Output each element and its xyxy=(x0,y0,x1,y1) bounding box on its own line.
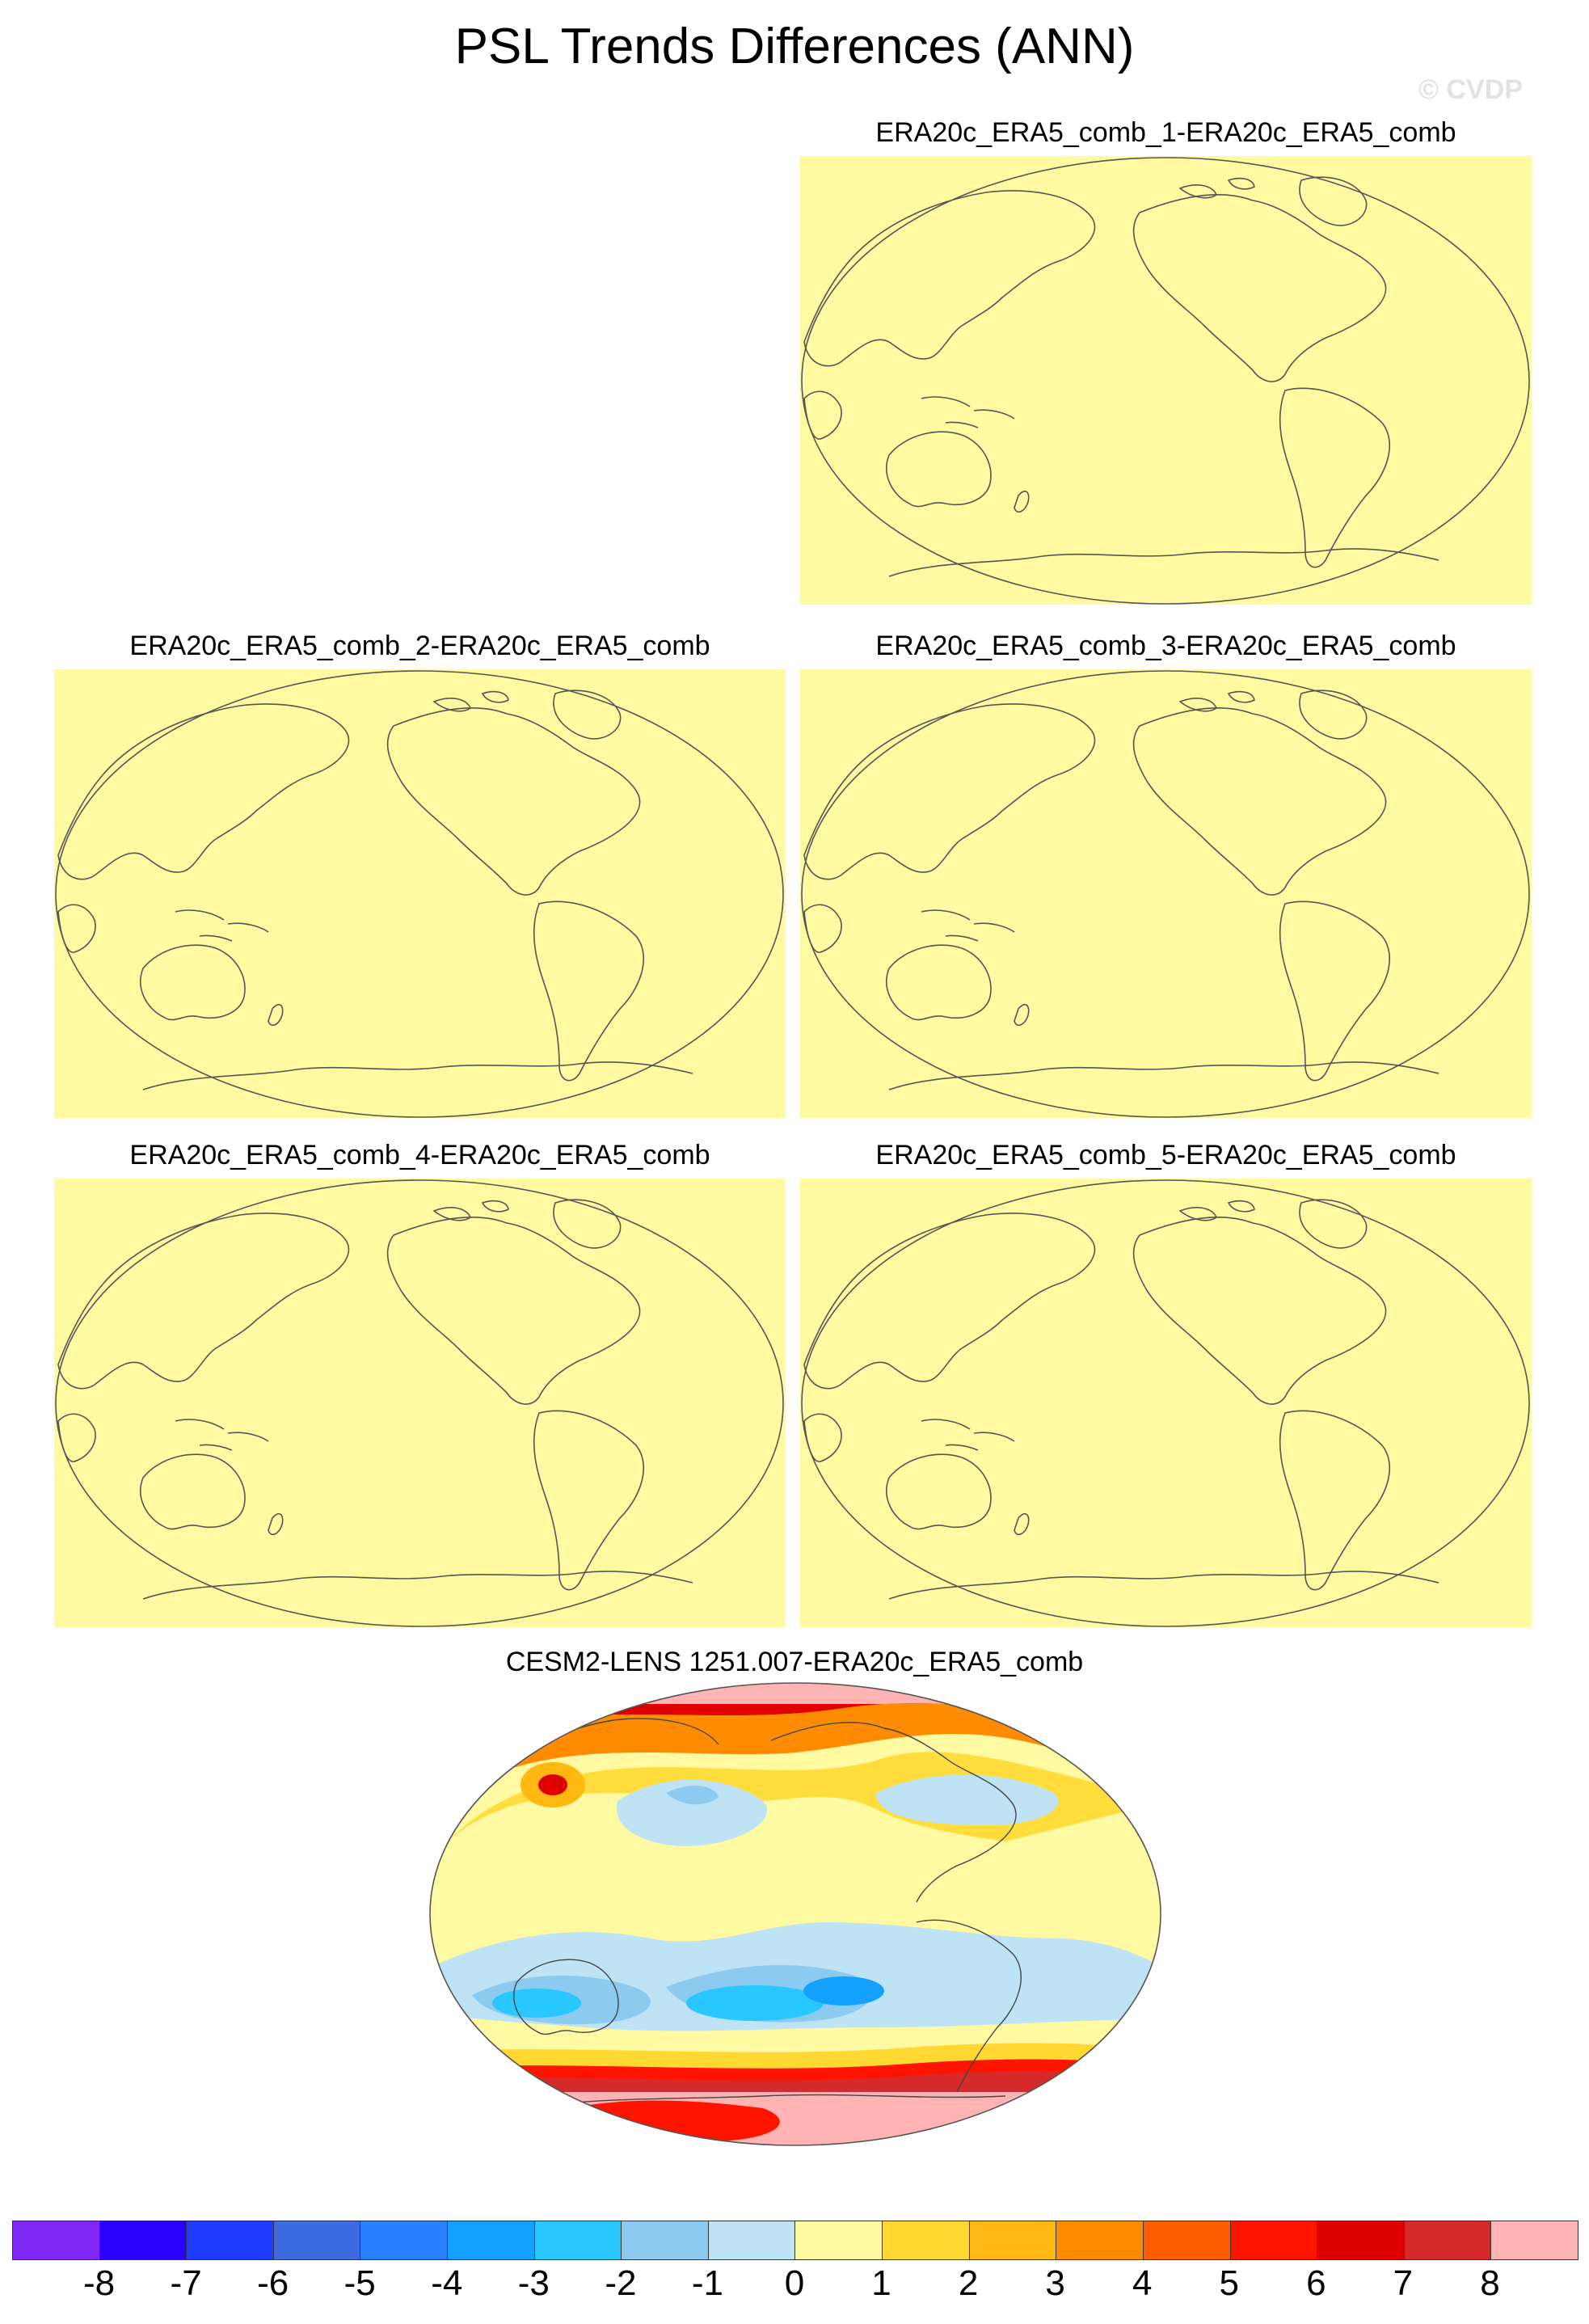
colorbar-box xyxy=(883,2221,970,2259)
colorbar-box xyxy=(708,2221,796,2259)
colorbar-box xyxy=(1404,2221,1492,2259)
panel-2-title: ERA20c_ERA5_comb_2-ERA20c_ERA5_comb xyxy=(129,631,710,661)
colorbar-box xyxy=(1056,2221,1144,2259)
bottom-panel-map xyxy=(424,1680,1167,2149)
world-map-outline xyxy=(801,670,1530,1118)
colorbar-tick-label: 2 xyxy=(958,2263,979,2303)
colorbar-tick-label: 7 xyxy=(1393,2263,1414,2303)
colorbar-tick-label: 1 xyxy=(871,2263,891,2303)
panel-5-map xyxy=(800,1179,1532,1627)
colorbar-box xyxy=(187,2221,274,2259)
colorbar-tick-label: -3 xyxy=(517,2263,550,2303)
panel-2-map xyxy=(54,669,786,1118)
panel-3-title: ERA20c_ERA5_comb_3-ERA20c_ERA5_comb xyxy=(875,631,1456,661)
colorbar-tick-label: 8 xyxy=(1480,2263,1500,2303)
colorbar-box xyxy=(448,2221,535,2259)
colorbar-box xyxy=(1317,2221,1405,2259)
colorbar-box xyxy=(273,2221,361,2259)
panel-4-title: ERA20c_ERA5_comb_4-ERA20c_ERA5_comb xyxy=(129,1140,710,1170)
colorbar xyxy=(12,2221,1578,2260)
world-map-outline xyxy=(55,670,784,1118)
panel-1-title: ERA20c_ERA5_comb_1-ERA20c_ERA5_comb xyxy=(875,117,1456,148)
bottom-panel-title: CESM2-LENS 1251.007-ERA20c_ERA5_comb xyxy=(505,1647,1084,1677)
world-map-outline xyxy=(801,157,1530,605)
panel-1-map xyxy=(800,156,1532,605)
colorbar-tick-label: 5 xyxy=(1219,2263,1239,2303)
watermark: © CVDP xyxy=(1418,74,1523,105)
colorbar-tick-label: -7 xyxy=(170,2263,202,2303)
colorbar-tick-label: -6 xyxy=(257,2263,289,2303)
colorbar-box xyxy=(99,2221,188,2259)
colorbar-tick-label: -1 xyxy=(691,2263,723,2303)
colorbar-tick-label: -4 xyxy=(431,2263,463,2303)
trend-field-map xyxy=(429,1682,1161,2146)
colorbar-box xyxy=(534,2221,622,2259)
colorbar-tick-label: 6 xyxy=(1306,2263,1326,2303)
colorbar-tick-label: 4 xyxy=(1132,2263,1153,2303)
colorbar-box xyxy=(622,2221,709,2259)
colorbar-box xyxy=(360,2221,449,2259)
colorbar-tick-label: -2 xyxy=(605,2263,637,2303)
panel-5-title: ERA20c_ERA5_comb_5-ERA20c_ERA5_comb xyxy=(875,1140,1456,1170)
colorbar-box xyxy=(1491,2221,1578,2259)
colorbar-tick-label: -5 xyxy=(344,2263,376,2303)
colorbar-tick-label: 0 xyxy=(784,2263,805,2303)
world-map-outline xyxy=(801,1179,1530,1627)
colorbar-box xyxy=(13,2221,100,2259)
colorbar-box xyxy=(795,2221,883,2259)
figure-title: PSL Trends Differences (ANN) xyxy=(454,19,1135,74)
colorbar-tick-label: -8 xyxy=(82,2263,116,2303)
world-map-outline xyxy=(55,1179,784,1627)
colorbar-tick-label: 3 xyxy=(1045,2263,1065,2303)
colorbar-box xyxy=(969,2221,1057,2259)
panel-4-map xyxy=(54,1179,786,1627)
colorbar-box xyxy=(1230,2221,1318,2259)
colorbar-box xyxy=(1143,2221,1231,2259)
panel-3-map xyxy=(800,669,1532,1118)
